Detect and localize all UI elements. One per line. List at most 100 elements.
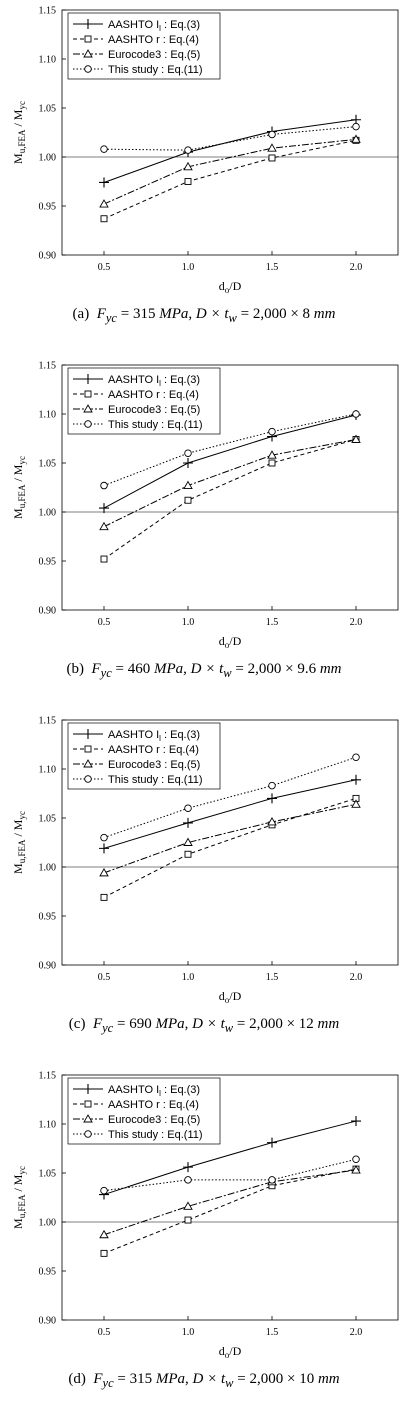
data-point-c-0-2 [267, 793, 277, 804]
data-point-b-0-1 [183, 458, 193, 468]
caption-d-unit2: mm [317, 1371, 340, 1387]
x-axis-label-a: do/D [219, 279, 242, 295]
data-point-d-0-1 [183, 1162, 193, 1173]
series-line-a-3 [103, 126, 357, 151]
legend-marker-d-3 [84, 1130, 92, 1138]
data-point-c-2-1 [183, 837, 193, 846]
data-point-b-0-0 [99, 503, 109, 514]
data-point-d-3-3 [352, 1155, 360, 1164]
x-axis-label-b: do/D [219, 634, 242, 650]
caption-d-label: (d) [68, 1371, 86, 1387]
chart-d: 0.90 0.95 1.00 1.05 1.10 1.15 0.5 1.0 1.5 2.0 do/D… [11, 1071, 399, 1360]
data-point-a-1-2 [268, 154, 276, 162]
legend-marker-a-0 [83, 19, 93, 29]
x-tick-label-d-3: 2.0 [350, 1327, 363, 1338]
data-point-d-3-1 [184, 1176, 192, 1184]
legend-marker-c-0 [83, 729, 93, 739]
x-tick-label-d-0: 0.5 [98, 1327, 111, 1338]
series-b-1 [100, 436, 360, 563]
x-tick-label-a-0: 0.5 [98, 262, 111, 273]
plot-frame-c [61, 719, 399, 966]
caption-a-unit1: MPa [159, 306, 189, 322]
y-tick-label-c-2: 1.00 [39, 863, 57, 874]
data-point-d-1-0 [100, 1249, 108, 1257]
plot-frame-d [61, 1074, 399, 1321]
panel-b: 0.90 0.95 1.00 1.05 1.10 1.15 0.5 1.0 1.5 2.0 do/D… [0, 355, 408, 710]
y-tick-label-a-0: 0.90 [39, 251, 57, 262]
caption-c-dim-symbol: D × tw [192, 1016, 234, 1035]
data-point-a-3-3 [352, 122, 360, 131]
data-point-c-0-0 [99, 843, 109, 854]
data-point-a-2-2 [267, 143, 277, 152]
data-point-a-0-0 [99, 177, 109, 188]
legend-marker-a-3 [84, 65, 92, 73]
caption-a: (a) Fyc = 315 MPa, D × tw = 2,000 × 8 mm [72, 306, 336, 325]
chart-b: 0.90 0.95 1.00 1.05 1.10 1.15 0.5 1.0 1.5 2.0 do/D… [11, 361, 399, 650]
data-point-c-3-3 [352, 753, 360, 761]
x-axis-label-d: do/D [219, 1344, 242, 1360]
caption-a-fyc: 315 [132, 306, 156, 322]
x-tick-label-a-3: 2.0 [350, 262, 363, 273]
legend-label-b-3: This study : Eq.(11) [108, 419, 203, 431]
panel-a: 0.90 0.95 1.00 1.05 1.10 1.15 0.5 1.0 1.5 2.0 do/D… [0, 0, 408, 355]
y-tick-label-b-5: 1.15 [39, 361, 57, 372]
caption-b-unit2: mm [319, 661, 342, 677]
series-line-a-0 [103, 119, 357, 183]
legend-marker-d-0 [83, 1084, 93, 1094]
data-point-d-2-1 [183, 1201, 193, 1210]
data-point-b-3-0 [100, 481, 108, 490]
legend-marker-c-2 [83, 759, 93, 768]
caption-d-dim-symbol: D × tw [192, 1371, 234, 1390]
series-line-d-2 [103, 1169, 357, 1236]
data-point-c-2-2 [267, 817, 277, 826]
series-b-2 [99, 434, 361, 531]
data-point-a-2-1 [183, 161, 193, 171]
x-tick-label-c-0: 0.5 [98, 972, 111, 983]
series-line-a-2 [103, 138, 357, 205]
x-tick-label-c-1: 1.0 [182, 972, 195, 983]
series-c-3 [100, 753, 360, 842]
chart-a: 0.90 0.95 1.00 1.05 1.10 1.15 0.5 1.0 1.5 2.0 do/D… [11, 6, 399, 295]
x-tick-label-d-2: 1.5 [266, 1327, 279, 1338]
caption-c-fyc: 690 [129, 1016, 152, 1032]
series-line-a-1 [103, 139, 357, 220]
caption-c-unit2: mm [317, 1016, 340, 1032]
y-tick-label-c-3: 1.05 [39, 814, 57, 825]
y-tick-label-d-1: 0.95 [39, 1267, 57, 1278]
y-axis-label-a: Mu,FEA / Myc [11, 101, 27, 164]
legend-label-b-0: AASHTO Il : Eq.(3) [108, 374, 200, 388]
series-a-0 [99, 114, 361, 188]
caption-b: (b) Fyc = 460 MPa, D × tw = 2,000 × 9.6 … [66, 661, 342, 680]
data-point-a-3-0 [100, 145, 108, 153]
x-tick-label-a-1: 1.0 [182, 262, 195, 273]
series-line-d-1 [103, 1168, 357, 1254]
caption-a-fyc-symbol: Fyc [92, 306, 117, 325]
legend-label-b-1: AASHTO r : Eq.(4) [108, 389, 199, 401]
legend-label-a-2: Eurocode3 : Eq.(5) [108, 49, 200, 61]
legend-label-d-2: Eurocode3 : Eq.(5) [108, 1114, 200, 1126]
y-tick-label-a-1: 0.95 [39, 202, 57, 213]
data-point-b-2-3 [351, 434, 361, 443]
legend-marker-a-2 [83, 49, 93, 58]
x-tick-label-b-3: 2.0 [350, 617, 363, 628]
data-point-c-0-3 [351, 774, 361, 785]
series-line-b-2 [103, 438, 357, 528]
data-point-d-0-3 [351, 1116, 361, 1127]
legend-marker-b-1 [84, 390, 92, 398]
x-tick-label-a-2: 1.5 [266, 262, 279, 273]
data-point-d-2-0 [99, 1229, 109, 1239]
y-tick-label-c-4: 1.10 [39, 765, 57, 776]
data-point-a-2-0 [99, 199, 109, 208]
x-tick-label-b-2: 1.5 [266, 617, 279, 628]
series-line-b-3 [103, 413, 357, 487]
y-tick-label-a-3: 1.05 [39, 104, 57, 115]
y-tick-label-c-5: 1.15 [39, 716, 57, 727]
y-tick-label-b-2: 1.00 [39, 508, 57, 519]
legend-marker-d-2 [83, 1114, 93, 1123]
series-line-d-3 [103, 1158, 357, 1192]
series-line-b-1 [103, 438, 357, 560]
series-line-b-0 [103, 414, 357, 509]
caption-b-unit1: MPa [154, 661, 184, 677]
series-d-3 [100, 1155, 360, 1195]
